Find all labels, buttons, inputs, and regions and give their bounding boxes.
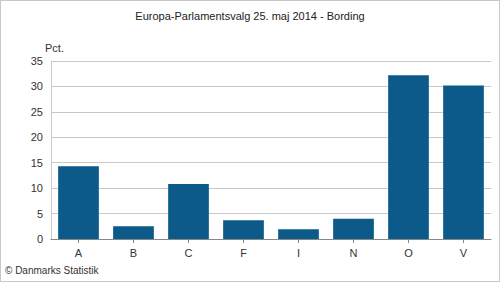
svg-text:30: 30 (31, 80, 43, 92)
svg-text:Europa-Parlamentsvalg 25. maj: Europa-Parlamentsvalg 25. maj 2014 - Bor… (135, 10, 364, 22)
svg-text:V: V (460, 247, 468, 259)
svg-text:25: 25 (31, 106, 43, 118)
svg-text:N: N (350, 247, 358, 259)
svg-text:Pct.: Pct. (45, 42, 64, 54)
svg-text:B: B (130, 247, 137, 259)
svg-text:© Danmarks Statistik: © Danmarks Statistik (5, 265, 100, 276)
svg-text:F: F (240, 247, 247, 259)
svg-text:0: 0 (37, 233, 43, 245)
svg-text:10: 10 (31, 182, 43, 194)
svg-text:20: 20 (31, 131, 43, 143)
svg-text:15: 15 (31, 157, 43, 169)
svg-text:35: 35 (31, 55, 43, 67)
svg-text:A: A (75, 247, 83, 259)
svg-text:I: I (297, 247, 300, 259)
svg-text:C: C (185, 247, 193, 259)
svg-text:5: 5 (37, 208, 43, 220)
svg-text:O: O (404, 247, 413, 259)
